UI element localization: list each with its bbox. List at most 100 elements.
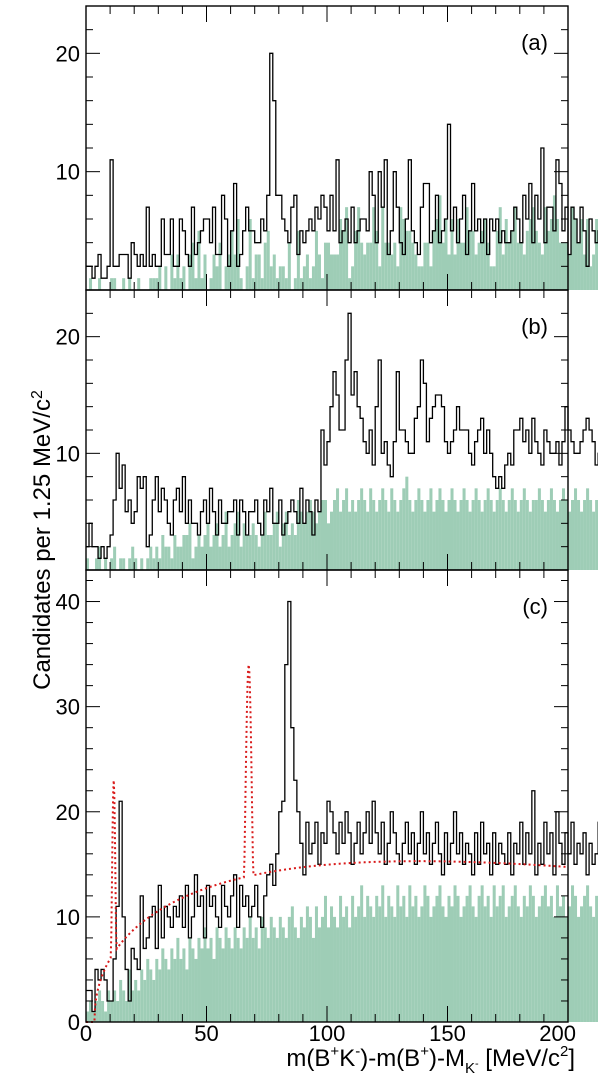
background-bin xyxy=(447,895,451,1022)
background-bin xyxy=(194,958,198,1022)
background-bin xyxy=(369,906,373,1022)
background-bin xyxy=(498,207,502,290)
background-bin xyxy=(450,488,454,570)
background-bin xyxy=(95,1000,99,1022)
x-tick-label: 200 xyxy=(539,1021,576,1046)
background-bin xyxy=(158,558,162,570)
background-bin xyxy=(537,242,541,290)
background-bin xyxy=(305,906,309,1022)
background-bin xyxy=(305,511,309,570)
background-bin xyxy=(272,254,276,290)
data-histogram xyxy=(86,600,598,1013)
background-bin xyxy=(179,278,183,290)
background-bin xyxy=(155,546,159,570)
background-bin xyxy=(486,488,490,570)
background-bin xyxy=(507,242,511,290)
background-bin xyxy=(444,916,448,1022)
background-bin xyxy=(275,278,279,290)
background-bin xyxy=(531,895,535,1022)
background-bin xyxy=(98,278,102,290)
background-bin xyxy=(185,969,189,1022)
background-bin xyxy=(218,546,222,570)
background-bin xyxy=(384,916,388,1022)
background-bin xyxy=(402,488,406,570)
background-bin xyxy=(333,254,337,290)
background-bin xyxy=(95,558,99,570)
panel-label: (b) xyxy=(521,314,548,339)
background-bin xyxy=(167,969,171,1022)
background-bin xyxy=(218,937,222,1022)
background-bin xyxy=(522,254,526,290)
background-bin xyxy=(119,558,123,570)
background-bin xyxy=(417,488,421,570)
data-histogram xyxy=(86,52,598,279)
y-tick-label: 10 xyxy=(56,905,80,930)
background-bin xyxy=(245,535,249,570)
background-bin xyxy=(468,511,472,570)
background-bin xyxy=(158,969,162,1022)
background-bin xyxy=(131,546,135,570)
background-bin xyxy=(161,535,165,570)
background-bin xyxy=(137,990,141,1022)
background-bin xyxy=(498,895,502,1022)
background-bin xyxy=(363,500,367,570)
background-bin xyxy=(345,207,349,290)
background-bin xyxy=(236,511,240,570)
background-bin xyxy=(170,558,174,570)
background-bin xyxy=(378,266,382,290)
background-bin xyxy=(296,500,300,570)
background-bin xyxy=(513,885,517,1022)
background-bin xyxy=(266,230,270,290)
background-bin xyxy=(200,278,204,290)
background-bin xyxy=(357,207,361,290)
background-bin xyxy=(317,511,321,570)
background-bin xyxy=(408,885,412,1022)
background-bin xyxy=(128,278,132,290)
background-bin xyxy=(429,488,433,570)
background-bin xyxy=(354,230,358,290)
background-bin xyxy=(540,895,544,1022)
background-bin xyxy=(522,895,526,1022)
background-bin xyxy=(191,948,195,1022)
background-bin xyxy=(504,511,508,570)
background-bin xyxy=(314,523,318,570)
background-bin xyxy=(534,916,538,1022)
background-bin xyxy=(486,895,490,1022)
background-bin xyxy=(471,230,475,290)
background-bin xyxy=(465,895,469,1022)
background-bin xyxy=(348,511,352,570)
background-bin xyxy=(405,916,409,1022)
background-bin xyxy=(564,500,568,570)
background-bin xyxy=(543,207,547,290)
background-bin xyxy=(134,558,138,570)
background-bin xyxy=(263,242,267,290)
background-bin xyxy=(474,916,478,1022)
background-bin xyxy=(308,916,312,1022)
background-bin xyxy=(287,535,291,570)
background-bin xyxy=(348,927,352,1022)
background-bin xyxy=(390,906,394,1022)
background-bin xyxy=(387,511,391,570)
background-bin xyxy=(420,906,424,1022)
background-bin xyxy=(188,937,192,1022)
background-bin xyxy=(595,895,598,1022)
background-bin xyxy=(161,948,165,1022)
background-bin xyxy=(459,916,463,1022)
background-bin xyxy=(435,219,439,290)
background-bin xyxy=(580,511,584,570)
background-bin xyxy=(170,948,174,1022)
background-bin xyxy=(396,511,400,570)
background-bin xyxy=(456,895,460,1022)
background-bin xyxy=(577,500,581,570)
background-bin xyxy=(260,535,264,570)
background-bin xyxy=(549,895,553,1022)
background-bin xyxy=(426,500,430,570)
background-bin xyxy=(580,906,584,1022)
background-bin xyxy=(456,511,460,570)
background-bin xyxy=(224,927,228,1022)
background-bin xyxy=(471,906,475,1022)
background-bin xyxy=(447,500,451,570)
background-bin xyxy=(507,500,511,570)
